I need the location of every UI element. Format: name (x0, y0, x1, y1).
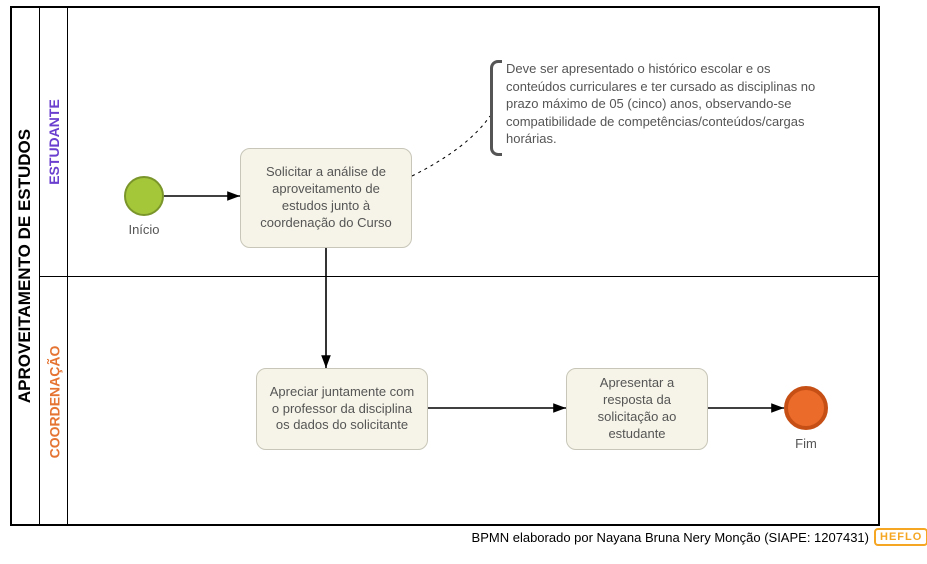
lane-cell-coordenacao: COORDENAÇÃO (40, 276, 68, 528)
association-flow (412, 116, 490, 176)
task-apreciar: Apreciar juntamente com o professor da d… (256, 368, 428, 450)
lane-labels-col: ESTUDANTE COORDENAÇÃO (40, 8, 68, 524)
footer-credit: BPMN elaborado por Nayana Bruna Nery Mon… (0, 530, 927, 545)
lane-label-coordenacao: COORDENAÇÃO (46, 346, 62, 459)
flow-association (412, 116, 490, 176)
task-solicitar: Solicitar a análise de aproveitamento de… (240, 148, 412, 248)
lane-label-estudante: ESTUDANTE (46, 99, 62, 185)
start-event-label: Início (104, 222, 184, 237)
end-event-label: Fim (766, 436, 846, 451)
annotation-text: Deve ser apresentado o histórico escolar… (506, 60, 826, 148)
pool-title-cell: APROVEITAMENTO DE ESTUDOS (12, 8, 40, 524)
bpmn-pool: APROVEITAMENTO DE ESTUDOS ESTUDANTE COOR… (10, 6, 880, 526)
start-event (124, 176, 164, 216)
diagram-canvas: Início Fim Solicitar a análise de aprove… (68, 8, 878, 524)
lane-cell-estudante: ESTUDANTE (40, 8, 68, 276)
task-apresentar: Apresentar a resposta da solicitação ao … (566, 368, 708, 450)
end-event (784, 386, 828, 430)
heflo-badge: HEFLO (874, 528, 927, 546)
annotation-bracket (490, 60, 502, 156)
pool-title: APROVEITAMENTO DE ESTUDOS (16, 129, 36, 403)
